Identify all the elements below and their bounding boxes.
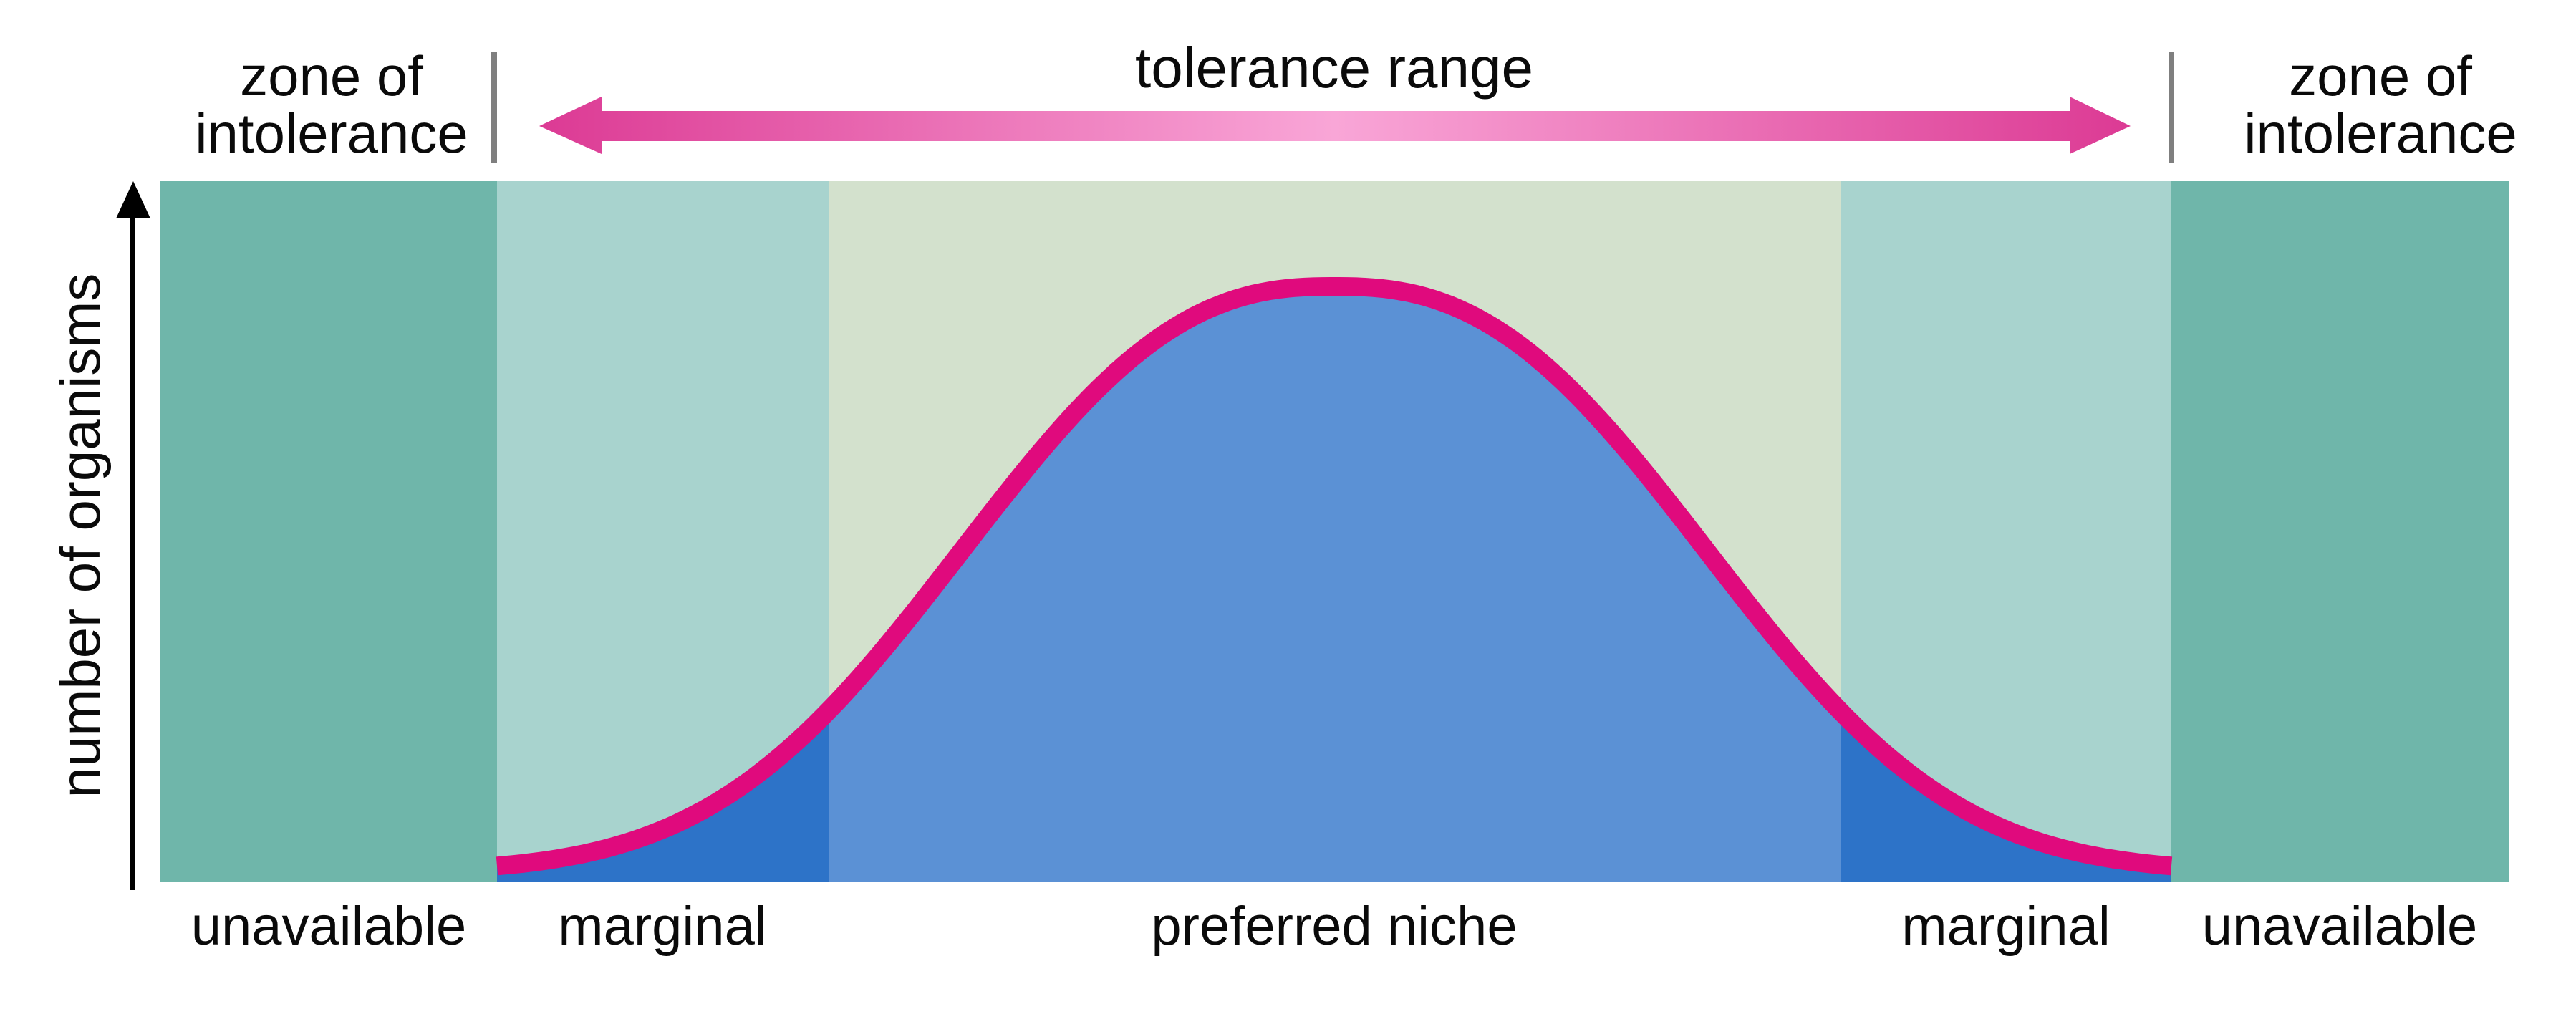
y-axis-arrow-icon: [116, 181, 150, 218]
y-axis-line: [130, 213, 135, 890]
double-arrow-shape: [539, 97, 2131, 154]
right-zone-label-line2: intolerance: [2244, 102, 2517, 165]
organisms-curve-fill: [497, 286, 2171, 882]
x-label-unavailable-right: unavailable: [2201, 896, 2478, 957]
tolerance-range-title: tolerance range: [1135, 36, 1533, 100]
x-label-marginal-right: marginal: [1901, 896, 2111, 957]
left-range-divider-tick: [491, 52, 497, 163]
left-zone-label-line2: intolerance: [195, 102, 468, 165]
zone-band-unavailable: [160, 181, 497, 882]
tolerance-range-arrow-icon: [539, 97, 2131, 154]
x-label-preferred-niche: preferred niche: [1151, 896, 1518, 957]
left-zone-of-intolerance-label: zone of intolerance: [117, 47, 546, 162]
zone-band-unavailable: [2171, 181, 2509, 882]
left-zone-label-line1: zone of: [240, 44, 423, 107]
right-range-divider-tick: [2169, 52, 2174, 163]
x-label-unavailable-left: unavailable: [190, 896, 467, 957]
x-label-marginal-left: marginal: [558, 896, 767, 957]
plot-area: [160, 181, 2509, 882]
y-axis-label: number of organisms: [49, 273, 112, 798]
right-zone-of-intolerance-label: zone of intolerance: [2166, 47, 2576, 162]
right-zone-label-line1: zone of: [2289, 44, 2472, 107]
organisms-curve: [496, 277, 2173, 876]
